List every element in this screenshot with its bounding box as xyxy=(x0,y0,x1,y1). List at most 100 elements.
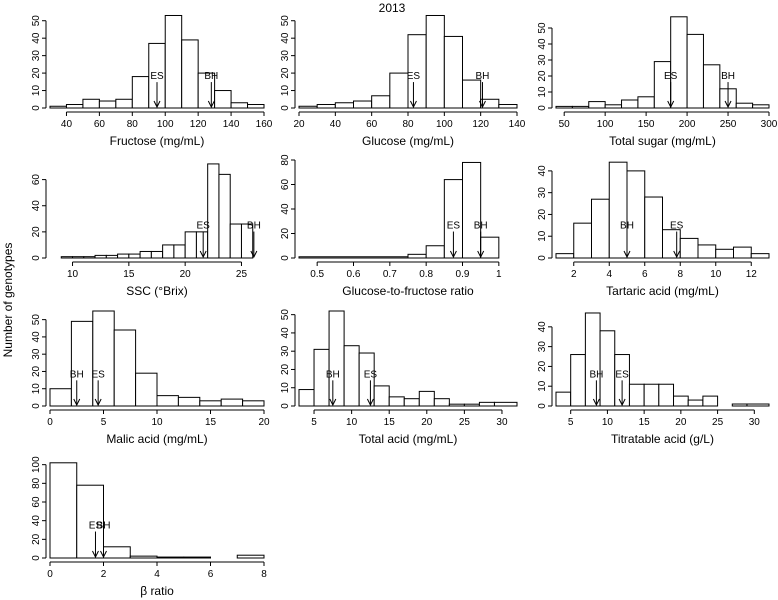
histogram-bar xyxy=(156,556,185,559)
histogram-bar xyxy=(702,64,721,109)
histogram-bar xyxy=(418,390,435,407)
histogram-bar xyxy=(555,253,575,259)
histogram-bar xyxy=(752,104,770,109)
marker-label: ES xyxy=(447,221,461,232)
histogram-bar xyxy=(316,104,336,109)
x-tick-label: 5 xyxy=(311,417,317,428)
y-tick-label: 30 xyxy=(537,54,548,66)
y-tick-label: 50 xyxy=(31,314,42,326)
x-tick-label: 150 xyxy=(638,119,655,130)
histogram-bar xyxy=(183,556,211,559)
x-tick-label: 1 xyxy=(496,269,502,280)
histogram-bar xyxy=(135,372,158,407)
histogram-bar xyxy=(425,245,445,259)
histogram-bar xyxy=(72,256,85,259)
histogram-bar xyxy=(298,389,315,407)
histogram-bar xyxy=(750,253,770,259)
histogram-bar xyxy=(184,231,197,259)
histogram-bar xyxy=(555,105,573,109)
histogram-bar xyxy=(92,310,115,407)
marker-label: ES xyxy=(664,71,678,82)
y-tick-label: 20 xyxy=(280,67,291,79)
y-tick-label: 20 xyxy=(537,360,548,372)
histogram-bar xyxy=(584,312,601,407)
y-tick-label: 20 xyxy=(537,208,548,220)
histogram-bar xyxy=(164,14,183,109)
y-tick-label: 40 xyxy=(31,331,42,343)
histogram-bar xyxy=(571,105,590,109)
marker-label: ES xyxy=(197,221,211,232)
histogram-bar xyxy=(139,250,152,259)
x-tick-label: 15 xyxy=(123,269,135,280)
x-axis-label: Glucose-to-fructose ratio xyxy=(342,284,474,298)
histogram-bar xyxy=(462,79,482,109)
histogram-bar xyxy=(463,403,480,407)
y-tick-label: 20 xyxy=(31,67,42,79)
y-tick-label: 50 xyxy=(31,15,42,27)
marker-label: BH xyxy=(326,369,340,380)
marker-arrowhead xyxy=(724,100,732,109)
histogram-panel-4: 10 15 20 25 0 20 40 60 SSC (°Brix) ES BH xyxy=(31,163,261,298)
y-tick-label: 0 xyxy=(31,403,42,409)
histogram-bar xyxy=(462,161,482,259)
histogram-bar xyxy=(105,254,119,259)
y-tick-label: 0 xyxy=(31,555,42,561)
histogram-bar xyxy=(117,253,130,259)
histogram-bar xyxy=(433,398,450,407)
histogram-bar xyxy=(207,163,220,259)
histogram-bar xyxy=(129,555,158,559)
histogram-bar xyxy=(60,256,74,259)
histogram-panel-2: 20 40 60 80 100 120 140 0 10 20 30 40 50 Glucose (mg/… xyxy=(280,15,526,148)
x-tick-label: 4 xyxy=(154,569,160,580)
y-tick-label: 0 xyxy=(31,105,42,111)
histogram-bar xyxy=(343,345,360,407)
histogram-bar xyxy=(591,198,610,259)
marker-label: BH xyxy=(97,521,111,532)
histogram-bar xyxy=(156,395,179,407)
x-tick-label: 40 xyxy=(330,119,342,130)
x-tick-label: 140 xyxy=(223,119,240,130)
histogram-bar xyxy=(644,196,663,259)
x-axis-label: β ratio xyxy=(140,584,174,598)
marker-label: BH xyxy=(476,71,490,82)
y-tick-label: 20 xyxy=(537,70,548,82)
y-tick-label: 10 xyxy=(280,85,291,97)
x-tick-label: 40 xyxy=(61,119,73,130)
y-tick-label: 30 xyxy=(31,50,42,62)
y-tick-label: 40 xyxy=(31,515,42,527)
y-tick-label: 40 xyxy=(537,38,548,50)
x-tick-label: 300 xyxy=(761,119,778,130)
histogram-bar xyxy=(214,90,232,109)
x-tick-label: 160 xyxy=(256,119,273,130)
histogram-panel-5: 0.5 0.6 0.7 0.8 0.9 1 0 20 40 60 80 Glucose-to-fruc… xyxy=(280,154,502,298)
histogram-bar xyxy=(697,244,717,259)
marker-arrowhead xyxy=(618,398,626,407)
x-tick-label: 20 xyxy=(293,119,305,130)
marker-arrowhead xyxy=(94,398,102,407)
x-tick-label: 0.5 xyxy=(310,269,324,280)
x-tick-label: 30 xyxy=(496,417,508,428)
x-axis-label: Total sugar (mg/mL) xyxy=(609,134,716,148)
histogram-bar xyxy=(240,223,254,259)
marker-label: BH xyxy=(589,369,603,380)
y-tick-label: 10 xyxy=(537,230,548,242)
histogram-bar xyxy=(242,400,265,407)
y-tick-label: 40 xyxy=(31,200,42,212)
histogram-bar xyxy=(702,395,719,407)
marker-label: ES xyxy=(670,221,684,232)
x-axis-label: Malic acid (mg/mL) xyxy=(106,432,207,446)
y-tick-label: 0 xyxy=(537,403,548,409)
y-tick-label: 0 xyxy=(537,255,548,261)
histogram-bar xyxy=(218,173,231,259)
y-tick-label: 30 xyxy=(280,345,291,357)
x-tick-label: 200 xyxy=(679,119,696,130)
histogram-bar xyxy=(49,462,78,559)
y-tick-label: 0 xyxy=(537,105,548,111)
marker-arrowhead xyxy=(329,398,337,407)
histogram-bar xyxy=(76,484,104,559)
x-tick-label: 8 xyxy=(261,569,267,580)
y-tick-label: 10 xyxy=(31,383,42,395)
histogram-bar xyxy=(679,237,699,259)
